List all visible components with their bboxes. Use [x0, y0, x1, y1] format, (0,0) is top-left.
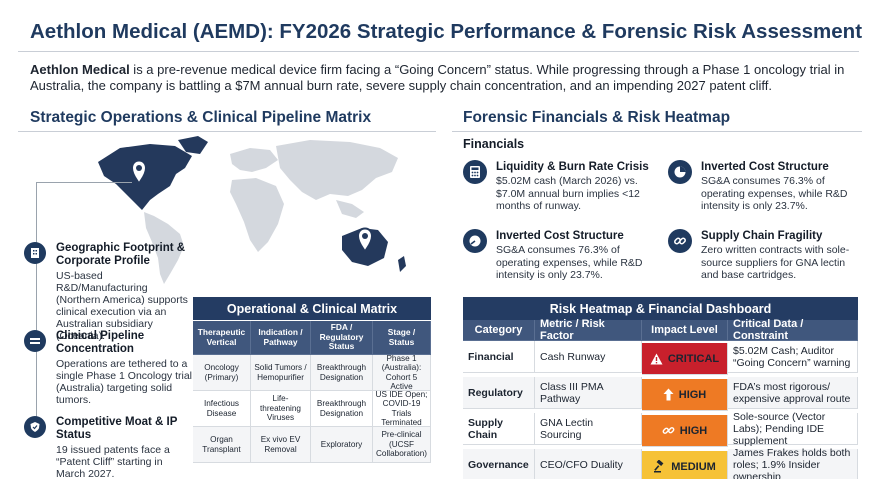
ops-cell: Organ Transplant	[193, 427, 251, 463]
intro-company: Aethlon Medical	[30, 62, 130, 77]
ops-table-title: Operational & Clinical Matrix	[193, 297, 431, 320]
impact-level-badge: CRITICAL	[642, 343, 728, 375]
left-section-title: Strategic Operations & Clinical Pipeline…	[30, 109, 372, 126]
risk-header-cell: Category	[463, 320, 535, 341]
ops-cell: Life-threatening Viruses	[251, 391, 311, 427]
risk-header-cell: Metric / Risk Factor	[535, 318, 642, 342]
building-icon	[24, 242, 46, 264]
feature-geographic: Geographic Footprint & Corporate Profile…	[24, 242, 192, 342]
fin-item-cost-structure-2: Inverted Cost Structure SG&A consumes 76…	[463, 229, 653, 282]
title-divider	[18, 51, 859, 52]
ops-cell: Ex vivo EV Removal	[251, 427, 311, 463]
risk-data-cell: Sole-source (Vector Labs); Pending IDE s…	[728, 411, 858, 447]
fin-item-liquidity: Liquidity & Burn Rate Crisis $5.02M cash…	[463, 160, 653, 213]
risk-category-cell: Financial	[463, 341, 535, 373]
ops-cell: Breakthrough Designation	[311, 355, 373, 391]
risk-table: Category Metric / Risk Factor Impact Lev…	[463, 318, 858, 479]
broken-link-icon	[662, 427, 675, 434]
ops-cell: Exploratory	[311, 427, 373, 463]
fin-item-body: SG&A consumes 76.3% of operating expense…	[496, 244, 643, 281]
ops-cell: Oncology (Primary)	[193, 355, 251, 391]
left-section-divider	[18, 131, 436, 132]
fin-item-title: Supply Chain Fragility	[701, 230, 823, 242]
impact-level-label: MEDIUM	[671, 460, 716, 473]
southeast-asia-shape	[336, 200, 364, 218]
risk-data-cell: $5.02M Cash; Auditor “Going Concern” war…	[728, 341, 858, 373]
risk-metric-cell: GNA Lectin Sourcing	[535, 413, 642, 445]
impact-level-badge: MEDIUM	[642, 451, 728, 479]
map-pin-australia-icon	[356, 227, 374, 253]
ops-cell: Pre-clinical (UCSF Collaboration)	[373, 427, 431, 463]
impact-level-badge: HIGH	[642, 379, 728, 411]
ops-cell: Infectious Disease	[193, 391, 251, 427]
feature-pipeline: Clinical Pipeline Concentration Operatio…	[24, 330, 192, 406]
impact-level-label: CRITICAL	[667, 352, 720, 365]
ops-table: Therapeutic Vertical Indication / Pathwa…	[193, 321, 431, 463]
africa-shape	[230, 178, 284, 252]
fin-item-cost-structure: Inverted Cost Structure SG&A consumes 76…	[668, 160, 858, 213]
map-connector-horizontal	[36, 182, 132, 183]
gauge-icon	[463, 229, 487, 253]
risk-category-cell: Regulatory	[463, 377, 535, 409]
impact-level-label: HIGH	[679, 424, 708, 437]
risk-category-cell: Supply Chain	[463, 413, 535, 445]
map-pin-usa-icon	[130, 159, 148, 185]
risk-table-title: Risk Heatmap & Financial Dashboard	[463, 297, 858, 320]
page-title: Aethlon Medical (AEMD): FY2026 Strategic…	[30, 20, 863, 43]
feature-title: Geographic Footprint & Corporate Profile	[56, 242, 186, 267]
risk-data-cell: FDA’s most rigorous/ expensive approval …	[728, 377, 858, 409]
warning-icon	[650, 353, 663, 364]
intro-text: is a pre-revenue medical device firm fac…	[30, 62, 845, 93]
risk-data-cell: James Frakes holds both roles; 1.9% Insi…	[728, 447, 858, 479]
fin-item-body: $5.02M cash (March 2026) vs. $7.0M annua…	[496, 175, 640, 212]
ops-cell: Phase 1 (Australia): Cohort 5 Active	[373, 354, 431, 391]
ops-cell: US IDE Open; COVID-19 Trials Terminated	[373, 390, 431, 427]
feature-title: Competitive Moat & IP Status	[56, 416, 178, 441]
ops-cell: Breakthrough Designation	[311, 391, 373, 427]
ops-header-cell: FDA / Regulatory Status	[311, 321, 373, 355]
risk-header-cell: Impact Level	[642, 320, 728, 341]
fin-item-body: SG&A consumes 76.3% of operating expense…	[701, 175, 848, 212]
impact-level-badge: HIGH	[642, 415, 728, 447]
europe-shape	[230, 148, 278, 172]
map-connector-vertical	[36, 182, 37, 427]
ops-header-cell: Stage / Status	[373, 321, 431, 355]
feature-body: Operations are tethered to a single Phas…	[56, 358, 192, 406]
feature-title: Clinical Pipeline Concentration	[56, 330, 145, 355]
impact-level-label: HIGH	[678, 388, 707, 401]
new-zealand-shape	[398, 256, 406, 272]
fin-item-title: Inverted Cost Structure	[496, 230, 624, 242]
calculator-icon	[463, 160, 487, 184]
right-section-divider	[452, 131, 862, 132]
world-map	[98, 136, 406, 284]
fin-item-body: Zero written contracts with sole-source …	[701, 244, 850, 281]
feature-body: US-based R&D/Manufacturing (Northern Ame…	[56, 270, 188, 342]
pie-chart-icon	[668, 160, 692, 184]
right-section-title: Forensic Financials & Risk Heatmap	[463, 109, 731, 126]
gavel-icon	[654, 460, 664, 473]
north-america-shape	[98, 144, 192, 210]
ops-cell: Solid Tumors / Hemopurifier	[251, 355, 311, 391]
risk-metric-cell: Cash Runway	[535, 341, 642, 373]
pipeline-icon	[24, 330, 46, 352]
risk-metric-cell: Class III PMA Pathway	[535, 377, 642, 409]
risk-metric-cell: CEO/CFO Duality	[535, 449, 642, 479]
greenland-shape	[178, 136, 208, 154]
fin-item-supply-chain: Supply Chain Fragility Zero written cont…	[668, 229, 858, 282]
risk-header-cell: Critical Data / Constraint	[728, 318, 858, 342]
asia-shape	[276, 140, 398, 200]
ops-header-cell: Indication / Pathway	[251, 321, 311, 355]
link-icon	[668, 229, 692, 253]
feature-moat: Competitive Moat & IP Status 19 issued p…	[24, 416, 192, 479]
arrow-up-icon	[663, 388, 674, 401]
intro-paragraph: Aethlon Medical is a pre-revenue medical…	[30, 62, 860, 94]
south-america-shape	[144, 212, 184, 284]
financials-label: Financials	[463, 137, 525, 151]
ops-header-cell: Therapeutic Vertical	[193, 321, 251, 355]
feature-body: 19 issued patents face a “Patent Cliff” …	[56, 444, 170, 479]
risk-category-cell: Governance	[463, 449, 535, 479]
fin-item-title: Liquidity & Burn Rate Crisis	[496, 161, 649, 173]
fin-item-title: Inverted Cost Structure	[701, 161, 829, 173]
shield-icon	[24, 416, 46, 438]
